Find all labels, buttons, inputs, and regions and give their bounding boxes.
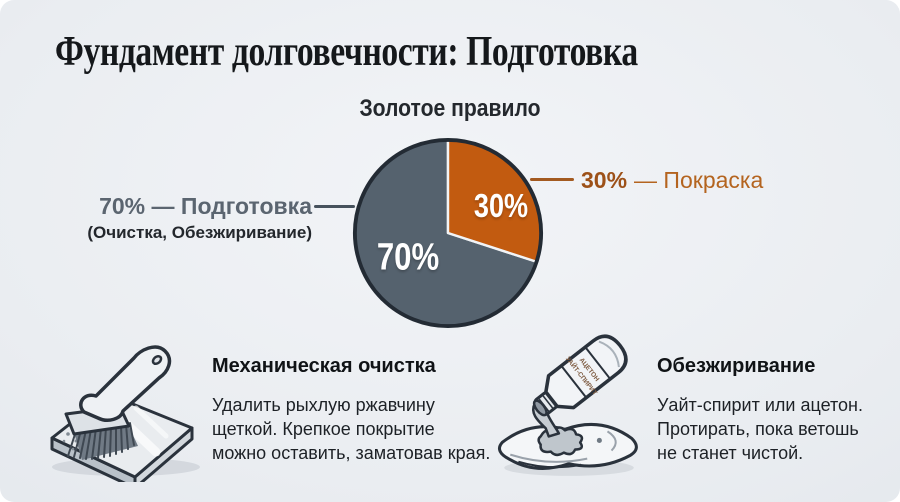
section-heading-mechanical: Механическая очистка bbox=[212, 355, 436, 377]
callout-painting-label: — Покраска bbox=[634, 167, 764, 193]
section-body-degreasing: Уайт-спирит или ацетон. Протирать, пока … bbox=[657, 395, 863, 463]
page-title: Фундамент долговечности: Подготовка bbox=[55, 29, 638, 75]
chart-title: Золотое правило bbox=[359, 95, 541, 122]
pie-chart-svg bbox=[352, 137, 544, 329]
callout-painting: 30% — Покраска bbox=[581, 167, 763, 194]
wire-brush-icon bbox=[50, 345, 200, 482]
section-mechanical-cleaning: Механическая очистка Удалить рыхлую ржав… bbox=[212, 355, 502, 465]
callout-line-left bbox=[314, 205, 355, 208]
pie-label-major: 70% bbox=[376, 236, 440, 279]
section-heading-degreasing: Обезжиривание bbox=[657, 355, 816, 377]
pie-label-minor: 30% bbox=[473, 187, 529, 224]
callout-preparation-sub: (Очистка, Обезжиривание) bbox=[87, 223, 312, 242]
callout-line-right bbox=[530, 178, 574, 181]
callout-painting-pct: 30% bbox=[581, 167, 628, 193]
pie-outline bbox=[352, 137, 544, 329]
solvent-bottle-icon: УАЙТ-СПИРИТ АЦЕТОН bbox=[498, 334, 638, 476]
section-degreasing: Обезжиривание Уайт-спирит или ацетон. Пр… bbox=[657, 355, 897, 465]
callout-preparation: 70% — Подготовка (Очистка, Обезжиривание… bbox=[40, 193, 312, 243]
callout-preparation-main: 70% — Подготовка bbox=[99, 193, 312, 219]
pie-chart: 30% 70% bbox=[351, 136, 545, 330]
section-body-mechanical: Удалить рыхлую ржавчину щеткой. Крепкое … bbox=[212, 395, 491, 463]
